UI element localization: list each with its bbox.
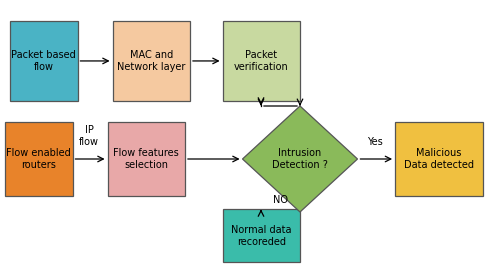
Text: Packet based
flow: Packet based flow <box>12 50 76 72</box>
Text: MAC and
Network layer: MAC and Network layer <box>117 50 186 72</box>
FancyBboxPatch shape <box>395 122 482 196</box>
Text: Packet
verification: Packet verification <box>234 50 288 72</box>
Text: Normal data
recoreded: Normal data recoreded <box>231 225 292 247</box>
FancyBboxPatch shape <box>222 209 300 262</box>
FancyBboxPatch shape <box>112 21 190 101</box>
Text: IP
flow: IP flow <box>79 125 99 147</box>
Text: Yes: Yes <box>367 137 383 147</box>
FancyBboxPatch shape <box>222 21 300 101</box>
Text: Flow enabled
routers: Flow enabled routers <box>6 148 71 170</box>
FancyBboxPatch shape <box>108 122 185 196</box>
Text: Malicious
Data detected: Malicious Data detected <box>404 148 474 170</box>
Polygon shape <box>242 106 358 212</box>
FancyBboxPatch shape <box>10 21 78 101</box>
Text: Flow features
selection: Flow features selection <box>114 148 179 170</box>
FancyBboxPatch shape <box>5 122 72 196</box>
Text: Intrusion
Detection ?: Intrusion Detection ? <box>272 148 328 170</box>
Text: NO: NO <box>272 195 287 205</box>
